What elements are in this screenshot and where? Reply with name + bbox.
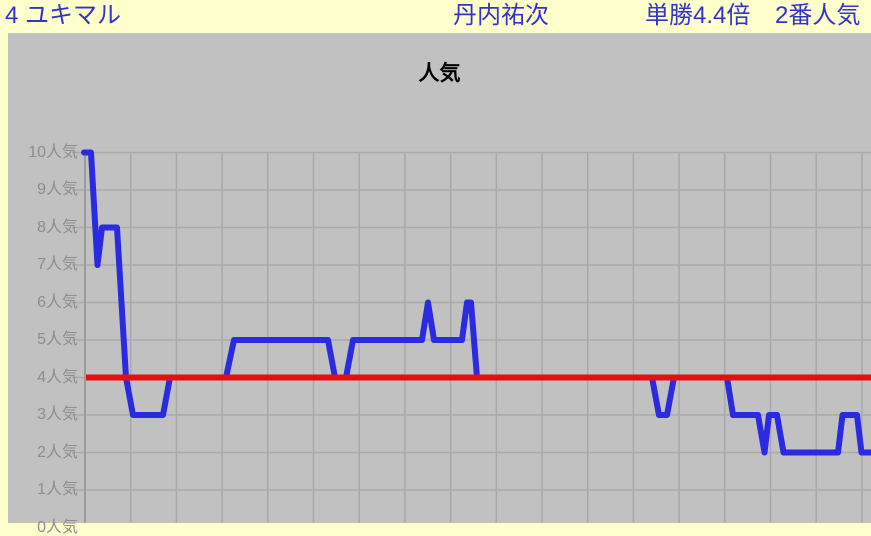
- y-axis-label: 2人気: [37, 443, 78, 461]
- y-axis-label: 9人気: [37, 181, 78, 198]
- y-axis-label: 4人気: [37, 368, 78, 386]
- jockey-name: 丹内祐次: [453, 2, 549, 29]
- horse-number-name: 4 ユキマル: [5, 2, 122, 29]
- y-axis-label: 10人気: [28, 143, 78, 161]
- header-bar: 4 ユキマル 丹内祐次 単勝4.4倍 2番人気: [0, 0, 871, 33]
- chart-area: [8, 33, 871, 523]
- win-odds: 単勝4.4倍: [645, 2, 751, 29]
- y-axis-label: 0人気: [37, 518, 78, 536]
- y-axis-label: 3人気: [37, 406, 78, 423]
- y-axis-label: 8人気: [37, 218, 78, 236]
- y-axis-label: 6人気: [37, 293, 78, 311]
- y-axis-label: 5人気: [37, 331, 78, 348]
- y-axis-label: 7人気: [37, 256, 78, 273]
- y-axis-label: 1人気: [37, 481, 78, 498]
- popularity-rank: 2番人気: [775, 2, 861, 29]
- chart-title: 人気: [418, 62, 461, 85]
